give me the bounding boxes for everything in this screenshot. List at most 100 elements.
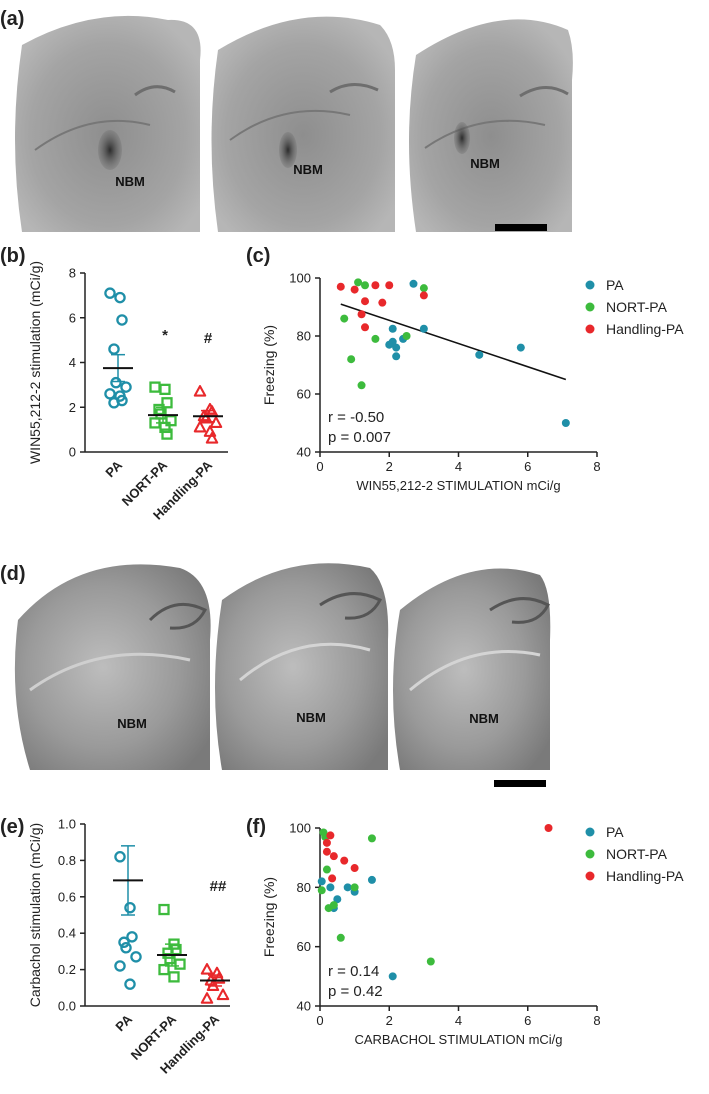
x-category-label: PA bbox=[102, 457, 125, 480]
y-tick-label: 0 bbox=[69, 445, 76, 460]
scale-bar-d bbox=[494, 780, 546, 787]
brain-section-d3: NBM bbox=[393, 568, 551, 770]
data-point bbox=[124, 901, 136, 914]
data-point bbox=[402, 332, 411, 340]
data-point bbox=[340, 856, 349, 865]
data-point bbox=[120, 942, 132, 954]
legend-label: NORT-PA bbox=[606, 846, 668, 862]
data-point bbox=[385, 281, 394, 290]
data-point bbox=[343, 883, 352, 892]
brain-section-a2: NBM bbox=[211, 16, 395, 233]
panel-letter-a: (a) bbox=[0, 8, 24, 30]
panel-letter-f: (f) bbox=[246, 816, 266, 838]
data-point bbox=[357, 310, 366, 319]
y-tick-label: 4 bbox=[69, 355, 76, 370]
data-point bbox=[124, 978, 136, 990]
significance-mark: * bbox=[162, 327, 168, 344]
data-point bbox=[357, 381, 366, 390]
stat-label: r = 0.14 bbox=[328, 963, 379, 980]
data-point bbox=[419, 324, 428, 333]
nbm-label-d2: NBM bbox=[296, 710, 326, 725]
data-point bbox=[155, 408, 167, 420]
y-tick-label: 0.8 bbox=[58, 853, 76, 868]
panel-letter-d: (d) bbox=[0, 563, 26, 585]
data-point bbox=[328, 874, 337, 883]
nbm-label-a1: NBM bbox=[115, 174, 145, 189]
data-point bbox=[158, 903, 170, 916]
data-point bbox=[126, 931, 138, 943]
data-point bbox=[199, 411, 213, 424]
data-point bbox=[212, 972, 226, 984]
data-point bbox=[158, 963, 170, 976]
data-point bbox=[392, 343, 401, 352]
data-point bbox=[108, 343, 120, 355]
legend-label: NORT-PA bbox=[606, 299, 668, 315]
data-point bbox=[322, 847, 331, 856]
data-point bbox=[159, 421, 171, 434]
data-point bbox=[419, 284, 428, 293]
x-tick-label: 0 bbox=[316, 1013, 323, 1028]
data-point bbox=[168, 971, 180, 983]
y-axis-label: Carbachol stimulation (mCi/g) bbox=[27, 823, 43, 1007]
brain-section-d2: NBM bbox=[215, 563, 389, 770]
legend-marker bbox=[585, 827, 595, 837]
data-point bbox=[361, 323, 370, 332]
data-point bbox=[200, 963, 214, 975]
y-tick-label: 0.4 bbox=[58, 926, 76, 941]
data-point bbox=[108, 397, 120, 409]
data-point bbox=[544, 824, 553, 832]
legend-marker bbox=[585, 849, 595, 859]
data-point bbox=[336, 933, 345, 942]
y-tick-label: 80 bbox=[297, 329, 311, 344]
panel-letter-c: (c) bbox=[246, 245, 270, 267]
data-point bbox=[419, 291, 428, 300]
y-axis-label: Freezing (%) bbox=[261, 325, 277, 405]
y-tick-label: 2 bbox=[69, 400, 76, 415]
data-point bbox=[388, 324, 397, 333]
legend-label: PA bbox=[606, 824, 624, 840]
data-point bbox=[350, 864, 359, 873]
data-point bbox=[340, 314, 349, 323]
data-point bbox=[161, 428, 173, 440]
nbm-label-d3: NBM bbox=[469, 711, 499, 726]
data-point bbox=[361, 297, 370, 306]
data-point bbox=[118, 936, 130, 949]
nbm-label-a3: NBM bbox=[470, 156, 500, 171]
brain-section-a3: NBM bbox=[409, 19, 573, 233]
data-point bbox=[367, 875, 376, 884]
y-tick-label: 0.6 bbox=[58, 889, 76, 904]
chart-e: 0.0 0.2 0.4 0.6 0.8 1.0 Carbachol stimulation … bbox=[27, 817, 230, 1077]
legend-label: Handling-PA bbox=[606, 868, 684, 884]
data-point bbox=[516, 343, 525, 352]
x-tick-label: 8 bbox=[593, 459, 600, 474]
x-tick-label: 4 bbox=[455, 459, 462, 474]
y-tick-label: 0.2 bbox=[58, 962, 76, 977]
data-point bbox=[371, 334, 380, 343]
y-tick-label: 40 bbox=[297, 999, 311, 1014]
data-point bbox=[110, 376, 122, 389]
legend-marker bbox=[585, 302, 595, 312]
x-category-label: PA bbox=[112, 1011, 135, 1034]
panel-letter-e: (e) bbox=[0, 816, 24, 838]
stat-label: p = 0.42 bbox=[328, 983, 383, 1000]
panel-letter-b: (b) bbox=[0, 245, 26, 267]
data-point bbox=[392, 352, 401, 361]
x-tick-label: 0 bbox=[316, 459, 323, 474]
data-point bbox=[361, 281, 370, 290]
brain-section-a1: NBM bbox=[15, 15, 201, 233]
y-tick-label: 80 bbox=[297, 880, 311, 895]
data-point bbox=[165, 415, 177, 427]
x-axis-label: WIN55,212-2 STIMULATION mCi/g bbox=[356, 478, 560, 493]
data-point bbox=[130, 951, 142, 963]
y-tick-label: 1.0 bbox=[58, 817, 76, 832]
data-point bbox=[426, 957, 435, 966]
x-tick-label: 6 bbox=[524, 459, 531, 474]
data-point bbox=[561, 419, 570, 427]
data-point bbox=[475, 350, 484, 359]
x-tick-label: 4 bbox=[455, 1013, 462, 1028]
x-tick-label: 2 bbox=[386, 1013, 393, 1028]
significance-mark: # bbox=[204, 330, 213, 347]
y-axis-label: Freezing (%) bbox=[261, 877, 277, 957]
significance-mark: ## bbox=[210, 878, 227, 895]
